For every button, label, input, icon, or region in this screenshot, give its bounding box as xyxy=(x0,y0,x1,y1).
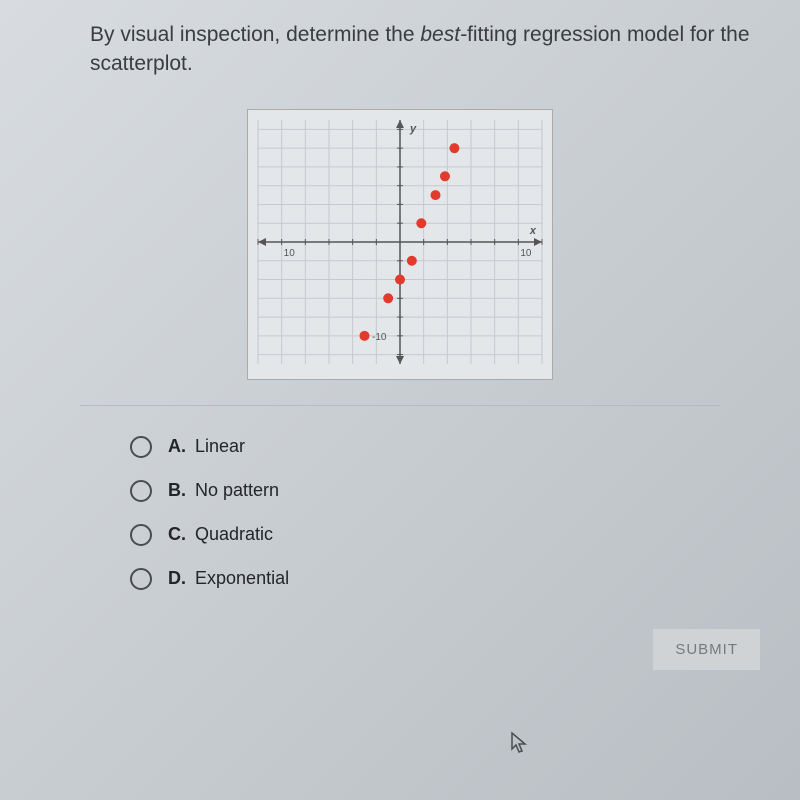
svg-text:10: 10 xyxy=(520,248,532,259)
option-c[interactable]: C. Quadratic xyxy=(130,524,800,546)
submit-button[interactable]: SUBMIT xyxy=(653,629,760,670)
option-label: A. Linear xyxy=(168,436,245,457)
svg-text:y: y xyxy=(409,123,417,135)
radio-icon xyxy=(130,568,152,590)
scatterplot: y x 10 10 -10 xyxy=(250,112,550,372)
radio-icon xyxy=(130,436,152,458)
radio-icon xyxy=(130,480,152,502)
answer-options: A. Linear B. No pattern C. Quadratic D. … xyxy=(0,426,800,590)
svg-text:x: x xyxy=(529,225,537,237)
scatterplot-frame: y x 10 10 -10 xyxy=(247,109,553,380)
option-d[interactable]: D. Exponential xyxy=(130,568,800,590)
scatterplot-container: y x 10 10 -10 xyxy=(0,89,800,395)
option-b[interactable]: B. No pattern xyxy=(130,480,800,502)
section-divider xyxy=(80,405,720,406)
cursor-icon xyxy=(510,731,530,755)
option-label: D. Exponential xyxy=(168,568,289,589)
question-prompt: By visual inspection, determine the best… xyxy=(0,0,800,89)
option-label: B. No pattern xyxy=(168,480,279,501)
svg-text:10: 10 xyxy=(284,248,296,259)
svg-text:-10: -10 xyxy=(372,332,387,343)
question-prefix: By visual inspection, determine the xyxy=(90,23,420,46)
option-a[interactable]: A. Linear xyxy=(130,436,800,458)
question-emph: best- xyxy=(420,23,467,46)
option-label: C. Quadratic xyxy=(168,524,273,545)
radio-icon xyxy=(130,524,152,546)
